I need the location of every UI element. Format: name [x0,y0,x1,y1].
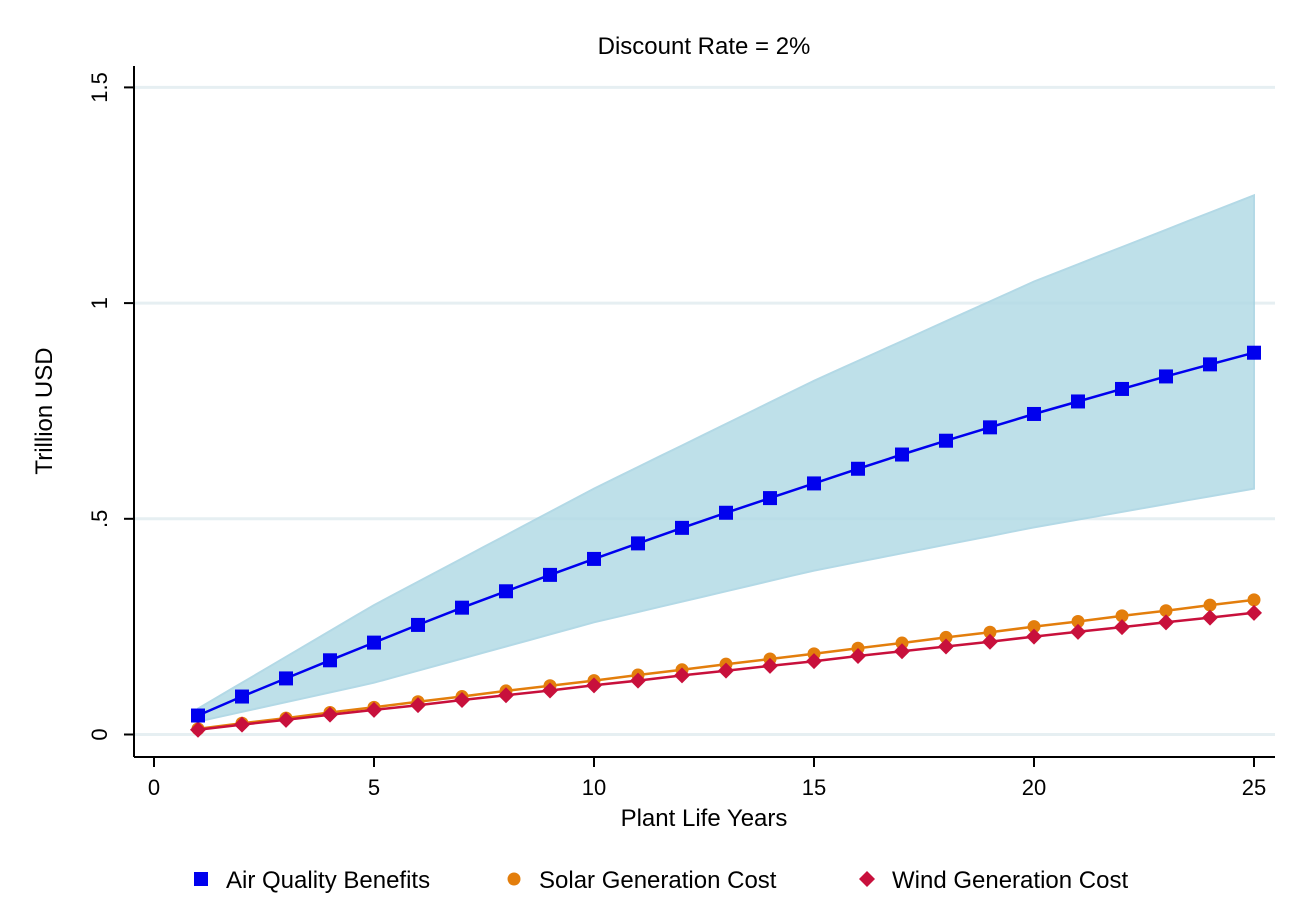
legend-label: Solar Generation Cost [539,867,777,894]
data-point [455,600,469,615]
data-point [1071,394,1085,409]
y-tick-label: 1 [87,297,112,309]
data-point [1027,620,1041,634]
x-tick-label: 20 [1022,775,1046,800]
data-point [278,711,294,728]
data-point [542,682,558,699]
data-point [895,447,909,462]
data-point [674,667,690,684]
x-tick-label: 5 [368,775,380,800]
data-point [630,672,646,689]
data-point [806,653,822,670]
data-point [499,584,513,599]
data-point [586,677,602,694]
data-point [983,420,997,435]
data-point [191,708,205,723]
data-point [279,671,293,686]
x-tick-label: 15 [802,775,826,800]
data-point [1202,609,1218,626]
y-tick-label: .5 [87,510,112,528]
data-point [190,721,206,738]
legend-label: Air Quality Benefits [226,867,430,894]
data-point [1159,604,1173,618]
data-point [807,476,821,491]
data-point [498,687,514,704]
data-point [323,653,337,668]
data-point [762,657,778,674]
data-point [939,433,953,448]
data-point [982,633,998,650]
data-point [718,662,734,679]
data-point [1247,593,1261,607]
data-point [366,701,382,718]
x-axis-label: Plant Life Years [621,805,788,832]
data-point [235,689,249,704]
legend-marker [194,872,208,886]
data-point [1115,609,1129,623]
data-point [1246,604,1262,621]
data-point [1203,598,1217,612]
x-tick-label: 25 [1242,775,1266,800]
data-point [543,567,557,582]
y-tick-label: 0 [87,728,112,740]
data-point [367,635,381,650]
data-point [1027,406,1041,421]
data-point [1070,623,1086,640]
data-point [410,697,426,714]
data-point [894,643,910,660]
axes-layer: 0 .5 1 1.5 0 5 10 15 20 25 [87,66,1275,800]
data-point [983,625,997,639]
legend-marker [859,871,875,887]
legend: Air Quality Benefits Solar Generation Cos… [194,867,1128,894]
confidence-band-layer [197,193,1255,723]
data-point [1026,628,1042,645]
x-tick-label: 0 [148,775,160,800]
data-point [763,491,777,506]
data-point [587,551,601,566]
data-point [850,647,866,664]
y-axis-label: Trillion USD [31,347,58,474]
data-point [1247,345,1261,360]
x-tick-label: 10 [582,775,606,800]
data-point [1159,369,1173,384]
data-point [939,630,953,644]
data-point [631,536,645,551]
data-point [322,706,338,723]
series-layer [190,345,1262,738]
data-point [1115,381,1129,396]
legend-label: Wind Generation Cost [892,867,1128,894]
data-point [1071,614,1085,628]
data-point [719,505,733,520]
data-point [411,617,425,632]
data-point [851,461,865,476]
confidence-band [197,193,1255,723]
y-tick-label: 1.5 [87,72,112,103]
legend-marker [507,872,521,886]
data-point [1203,357,1217,372]
data-point [1158,614,1174,631]
data-point [675,520,689,535]
data-point [1114,619,1130,636]
data-point [454,691,470,708]
data-point [234,716,250,733]
data-point [895,636,909,650]
data-point [938,638,954,655]
chart-title: Discount Rate = 2% [598,33,811,60]
